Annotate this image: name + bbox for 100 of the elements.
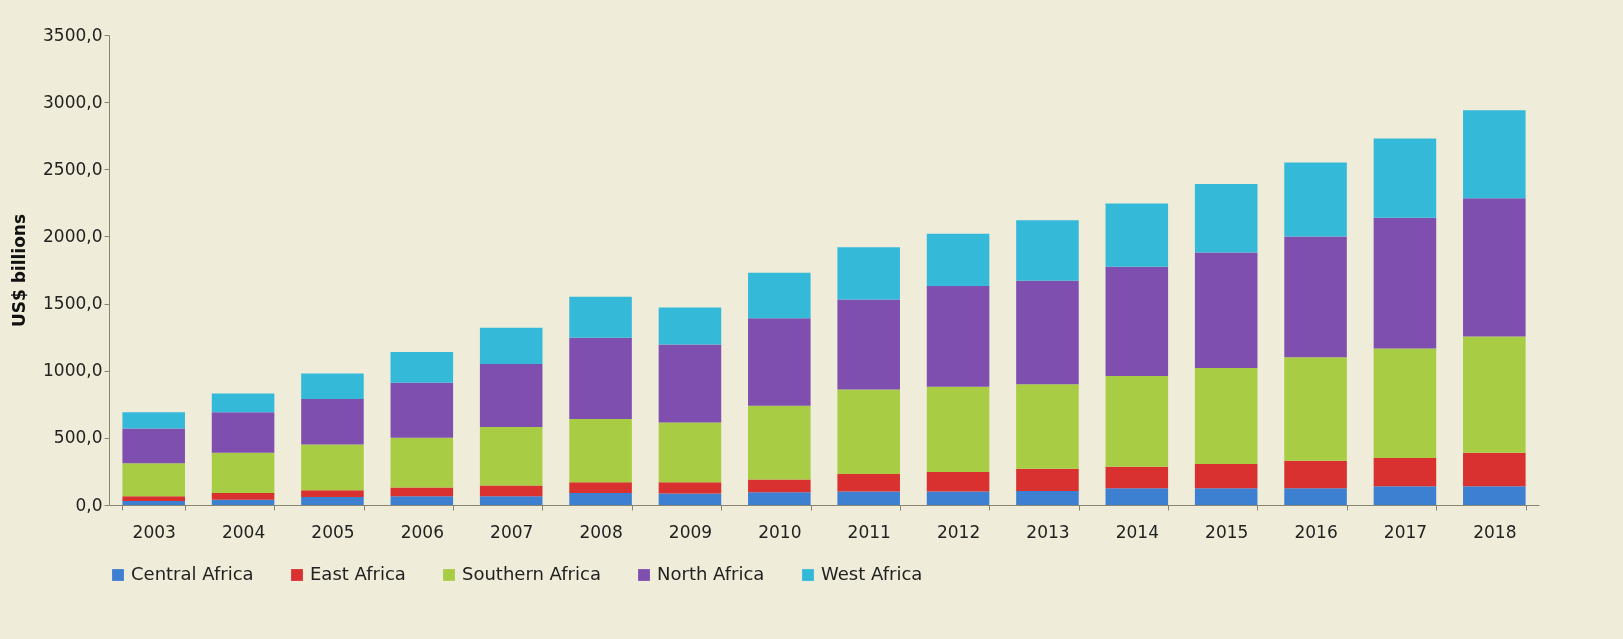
bar bbox=[569, 492, 632, 505]
bar bbox=[122, 463, 185, 497]
bar bbox=[390, 437, 454, 488]
bar bbox=[1463, 486, 1526, 505]
bar bbox=[926, 386, 990, 473]
bar bbox=[301, 444, 364, 491]
bar bbox=[658, 344, 722, 423]
bar bbox=[211, 393, 275, 413]
legend-label: West Africa bbox=[821, 563, 923, 584]
y-tick-label: 3000,0 bbox=[43, 91, 103, 112]
bar bbox=[211, 412, 275, 453]
bar bbox=[1284, 357, 1347, 461]
bar bbox=[390, 487, 454, 497]
bar bbox=[837, 491, 900, 505]
bar bbox=[390, 382, 454, 438]
bar bbox=[1463, 110, 1526, 199]
bar bbox=[479, 364, 543, 428]
bar bbox=[1284, 460, 1347, 489]
x-tick-label: 2010 bbox=[758, 521, 802, 542]
bar bbox=[1016, 490, 1079, 505]
bar bbox=[1194, 488, 1258, 505]
bar bbox=[1194, 464, 1258, 489]
bar bbox=[569, 419, 632, 483]
bar bbox=[837, 474, 900, 492]
bar bbox=[837, 299, 900, 390]
y-tick-label: 3500,0 bbox=[43, 24, 103, 45]
bar bbox=[1373, 458, 1437, 487]
bar bbox=[748, 272, 811, 319]
y-tick-label: 1000,0 bbox=[43, 360, 103, 381]
bar bbox=[1105, 203, 1169, 267]
y-tick-label: 2500,0 bbox=[43, 158, 103, 179]
bar bbox=[1373, 486, 1437, 505]
bar bbox=[837, 247, 900, 300]
bar bbox=[658, 482, 722, 494]
bar bbox=[122, 496, 185, 501]
x-tick-label: 2015 bbox=[1205, 521, 1249, 542]
legend-label: Central Africa bbox=[131, 563, 254, 584]
bar bbox=[1105, 376, 1169, 467]
x-tick-label: 2006 bbox=[400, 521, 444, 542]
bar bbox=[301, 496, 364, 505]
bar bbox=[211, 452, 275, 493]
bar bbox=[1463, 336, 1526, 453]
bar bbox=[479, 427, 543, 486]
bar bbox=[1105, 488, 1169, 505]
bar bbox=[122, 500, 185, 505]
bar bbox=[122, 428, 185, 464]
bar bbox=[748, 318, 811, 406]
bar bbox=[748, 479, 811, 493]
bar bbox=[658, 422, 722, 483]
bar bbox=[1194, 252, 1258, 369]
bar bbox=[926, 286, 990, 387]
bar bbox=[837, 389, 900, 475]
x-tick-label: 2008 bbox=[579, 521, 623, 542]
bar bbox=[1463, 198, 1526, 337]
bar bbox=[1194, 184, 1258, 253]
bar bbox=[1284, 488, 1347, 505]
bar bbox=[301, 398, 364, 445]
legend-label: East Africa bbox=[310, 563, 406, 584]
bar bbox=[1016, 220, 1079, 281]
x-tick-label: 2003 bbox=[132, 521, 176, 542]
bar bbox=[926, 491, 990, 505]
bar bbox=[1373, 217, 1437, 349]
x-tick-label: 2018 bbox=[1473, 521, 1517, 542]
y-tick-label: 500,0 bbox=[53, 427, 103, 448]
bar bbox=[658, 493, 722, 505]
bar bbox=[1016, 384, 1079, 469]
bar bbox=[658, 307, 722, 345]
x-tick-label: 2005 bbox=[311, 521, 355, 542]
bar bbox=[1373, 138, 1437, 218]
bar bbox=[1105, 466, 1169, 489]
bar bbox=[122, 412, 185, 429]
bar bbox=[1194, 368, 1258, 465]
x-tick-label: 2016 bbox=[1294, 521, 1338, 542]
bar bbox=[1284, 236, 1347, 358]
y-axis-title: US$ billions bbox=[9, 213, 30, 328]
x-tick-label: 2017 bbox=[1383, 521, 1428, 542]
y-tick-label: 1500,0 bbox=[43, 293, 103, 314]
bar bbox=[479, 327, 543, 364]
bar bbox=[211, 499, 275, 505]
x-tick-label: 2013 bbox=[1026, 521, 1070, 542]
bar bbox=[569, 337, 632, 420]
bar bbox=[211, 492, 275, 500]
bar bbox=[479, 496, 543, 505]
legend-label: North Africa bbox=[657, 563, 765, 584]
bar bbox=[479, 485, 543, 497]
x-tick-label: 2014 bbox=[1115, 521, 1159, 542]
x-tick-label: 2004 bbox=[221, 521, 266, 542]
bar bbox=[1373, 348, 1437, 458]
bar bbox=[1016, 280, 1079, 385]
bar bbox=[926, 233, 990, 287]
bar bbox=[1016, 468, 1079, 491]
bar bbox=[569, 296, 632, 338]
x-tick-label: 2009 bbox=[668, 521, 713, 542]
x-tick-label: 2012 bbox=[936, 521, 981, 542]
bar bbox=[301, 490, 364, 497]
bar bbox=[1284, 162, 1347, 237]
bar bbox=[390, 351, 454, 383]
x-tick-label: 2007 bbox=[490, 521, 534, 542]
bar bbox=[1463, 452, 1526, 487]
legend-label: Southern Africa bbox=[462, 563, 601, 584]
